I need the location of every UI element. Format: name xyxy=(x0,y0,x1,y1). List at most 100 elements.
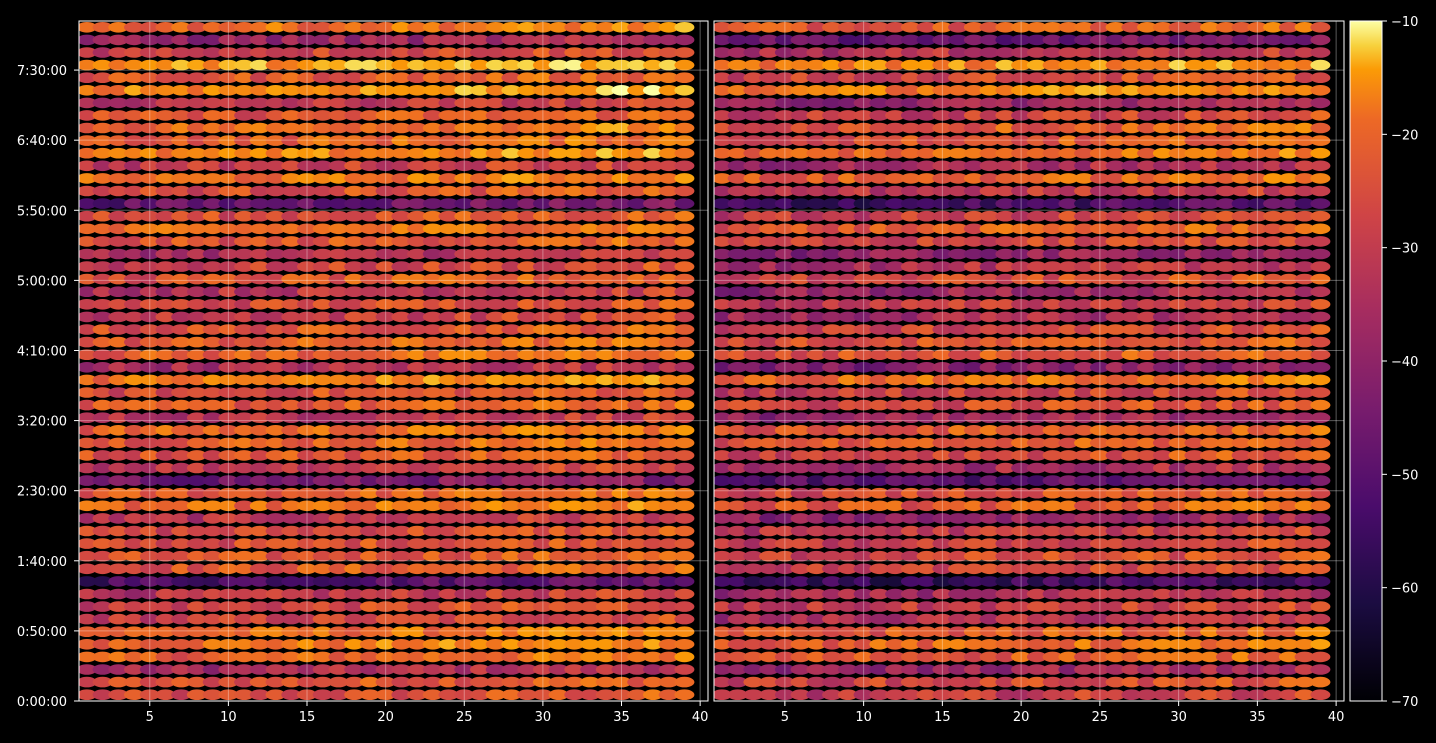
heatmap-cell-left xyxy=(548,223,569,235)
heatmap-cell-left xyxy=(454,475,475,486)
heatmap-cell-left xyxy=(218,135,239,146)
heatmap-cell-right xyxy=(1011,236,1032,247)
heatmap-cell-right xyxy=(1278,362,1299,373)
heatmap-cell-right xyxy=(1168,525,1189,537)
heatmap-cell-right xyxy=(1278,601,1299,612)
heatmap-cell-left xyxy=(627,550,648,562)
heatmap-cell-left xyxy=(328,651,349,663)
heatmap-cell-left xyxy=(611,664,632,675)
heatmap-cell-left xyxy=(281,349,302,361)
heatmap-cell-right xyxy=(1152,336,1173,348)
heatmap-cell-left xyxy=(124,299,144,310)
heatmap-cell-right xyxy=(948,387,969,398)
heatmap-cell-left xyxy=(611,676,632,688)
heatmap-cell-right xyxy=(1168,362,1189,373)
heatmap-cell-left xyxy=(124,47,144,58)
heatmap-cell-left xyxy=(375,147,396,159)
heatmap-cell-right xyxy=(916,349,937,361)
heatmap-cell-right xyxy=(1137,336,1158,348)
heatmap-cell-left xyxy=(171,626,192,637)
heatmap-cell-left xyxy=(438,236,459,247)
heatmap-cell-left xyxy=(281,374,302,386)
heatmap-cell-left xyxy=(108,425,129,436)
heatmap-cell-left xyxy=(155,626,176,637)
heatmap-cell-right xyxy=(714,399,732,411)
heatmap-cell-right xyxy=(979,412,1000,424)
heatmap-cell-right xyxy=(1184,588,1205,600)
heatmap-cell-left xyxy=(139,563,160,575)
heatmap-cell-right xyxy=(1121,475,1142,486)
heatmap-cell-left xyxy=(658,425,679,436)
heatmap-cell-right xyxy=(1011,85,1032,96)
heatmap-cell-right xyxy=(1026,437,1047,449)
heatmap-cell-right xyxy=(806,349,827,361)
heatmap-cell-left xyxy=(108,173,129,184)
heatmap-cell-right xyxy=(1026,160,1047,172)
heatmap-cell-left xyxy=(344,387,365,398)
heatmap-cell-right xyxy=(869,425,890,436)
heatmap-cell-right xyxy=(1247,487,1268,499)
heatmap-cell-right xyxy=(1247,248,1268,260)
heatmap-cell-left xyxy=(171,362,192,373)
heatmap-cell-left xyxy=(391,538,412,549)
heatmap-cell-left xyxy=(312,613,333,625)
heatmap-cell-right xyxy=(1042,336,1063,348)
heatmap-cell-right xyxy=(1026,538,1047,549)
heatmap-cell-right xyxy=(885,538,906,549)
heatmap-cell-left xyxy=(171,22,192,33)
heatmap-cell-left xyxy=(297,664,317,675)
heatmap-cell-right xyxy=(979,97,1000,109)
heatmap-cell-left xyxy=(627,185,648,197)
heatmap-cell-right xyxy=(837,261,858,272)
heatmap-cell-right xyxy=(916,110,937,121)
heatmap-cell-right xyxy=(714,387,732,398)
heatmap-cell-left xyxy=(548,349,569,361)
heatmap-cell-right xyxy=(774,198,795,209)
heatmap-cell-right xyxy=(1263,487,1284,499)
heatmap-cell-right xyxy=(885,34,906,46)
heatmap-cell-left xyxy=(407,664,428,675)
heatmap-cell-right xyxy=(1310,664,1331,675)
heatmap-cell-right xyxy=(1310,47,1331,58)
heatmap-cell-right xyxy=(900,72,921,83)
heatmap-cell-left xyxy=(312,639,333,650)
heatmap-cell-left xyxy=(218,248,239,260)
heatmap-cell-left xyxy=(124,513,144,524)
heatmap-cell-left xyxy=(643,22,663,33)
heatmap-cell-left xyxy=(438,160,459,172)
heatmap-cell-left xyxy=(79,626,97,637)
heatmap-cell-right xyxy=(1215,475,1236,486)
axes-frame-left xyxy=(78,20,709,702)
heatmap-cell-right xyxy=(1058,261,1079,272)
heatmap-cell-right xyxy=(806,676,827,688)
heatmap-cell-right xyxy=(916,147,937,159)
heatmap-cell-left xyxy=(391,47,412,58)
heatmap-cell-left xyxy=(139,689,160,700)
heatmap-cell-right xyxy=(932,601,953,612)
heatmap-cell-right xyxy=(837,324,858,335)
heatmap-cell-left xyxy=(124,261,144,272)
heatmap-cell-left xyxy=(234,286,255,298)
heatmap-cell-left xyxy=(218,450,239,461)
heatmap-cell-left xyxy=(328,22,349,33)
heatmap-cell-right xyxy=(916,399,937,411)
heatmap-cell-right xyxy=(1215,601,1236,612)
heatmap-cell-right xyxy=(1074,299,1095,310)
heatmap-cell-right xyxy=(1121,261,1142,272)
heatmap-cell-right xyxy=(948,59,969,71)
heatmap-cell-right xyxy=(1278,676,1299,688)
heatmap-cell-left xyxy=(234,399,255,411)
heatmap-cell-left xyxy=(643,173,663,184)
heatmap-cell-right xyxy=(1215,85,1236,96)
heatmap-cell-left xyxy=(92,34,113,46)
heatmap-cell-right xyxy=(1215,639,1236,650)
heatmap-cell-right xyxy=(774,601,795,612)
heatmap-cell-left xyxy=(234,362,255,373)
heatmap-cell-left xyxy=(375,135,396,146)
heatmap-cell-left xyxy=(108,97,129,109)
heatmap-cell-left xyxy=(155,122,176,134)
heatmap-cell-right xyxy=(1310,525,1331,537)
heatmap-cell-left xyxy=(234,538,255,549)
heatmap-cell-left xyxy=(202,437,223,449)
heatmap-cell-left xyxy=(234,550,255,562)
